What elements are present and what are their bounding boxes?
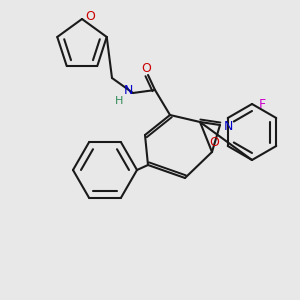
Text: O: O: [85, 10, 95, 22]
Text: O: O: [209, 136, 219, 149]
Text: H: H: [115, 96, 123, 106]
Text: F: F: [258, 98, 266, 110]
Text: N: N: [223, 121, 233, 134]
Text: N: N: [123, 85, 133, 98]
Text: O: O: [141, 61, 151, 74]
